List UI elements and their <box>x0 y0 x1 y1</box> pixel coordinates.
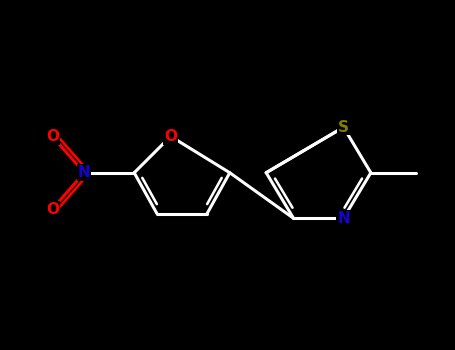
Text: N: N <box>337 211 350 226</box>
Text: O: O <box>164 129 177 144</box>
Text: O: O <box>46 202 59 217</box>
Text: S: S <box>338 120 349 135</box>
Text: N: N <box>78 165 91 180</box>
Text: O: O <box>46 129 59 144</box>
